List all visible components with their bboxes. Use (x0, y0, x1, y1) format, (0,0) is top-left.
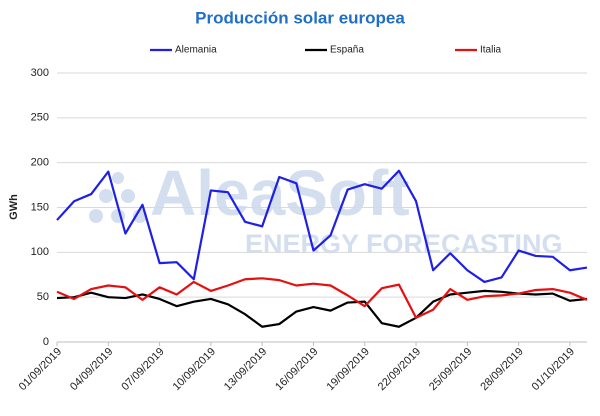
x-tick-label: 28/09/2019 (478, 346, 525, 393)
y-tick-label: 300 (31, 67, 49, 79)
y-tick-label: 250 (31, 112, 49, 124)
y-tick-label: 100 (31, 246, 49, 258)
legend-label: Italia (480, 45, 502, 56)
x-tick-label: 04/09/2019 (68, 346, 115, 393)
x-tick-label: 19/09/2019 (324, 346, 371, 393)
x-tick-label: 01/09/2019 (17, 346, 64, 393)
y-axis-label: GWh (8, 194, 20, 220)
watermark: ENERGY FORECASTING (245, 229, 563, 259)
watermark-logo (89, 172, 147, 223)
chart-title: Producción solar europea (195, 8, 405, 27)
x-tick-label: 01/10/2019 (530, 346, 577, 393)
x-tick-label: 22/09/2019 (376, 346, 423, 393)
x-tick-label: 10/09/2019 (171, 346, 218, 393)
series-line (56, 289, 588, 328)
x-tick-label: 07/09/2019 (119, 346, 166, 393)
series-line (56, 169, 588, 284)
x-tick-label: 13/09/2019 (222, 346, 269, 393)
legend-label: Alemania (175, 45, 217, 56)
x-tick-label: 16/09/2019 (273, 346, 320, 393)
y-tick-label: 0 (43, 336, 49, 348)
x-tick-label: 25/09/2019 (427, 346, 474, 393)
watermark: AleaSoft (150, 157, 410, 229)
y-tick-label: 200 (31, 157, 49, 169)
legend-label: España (330, 45, 364, 56)
y-tick-label: 50 (37, 291, 49, 303)
series-line (56, 277, 588, 319)
y-tick-label: 150 (31, 201, 49, 213)
